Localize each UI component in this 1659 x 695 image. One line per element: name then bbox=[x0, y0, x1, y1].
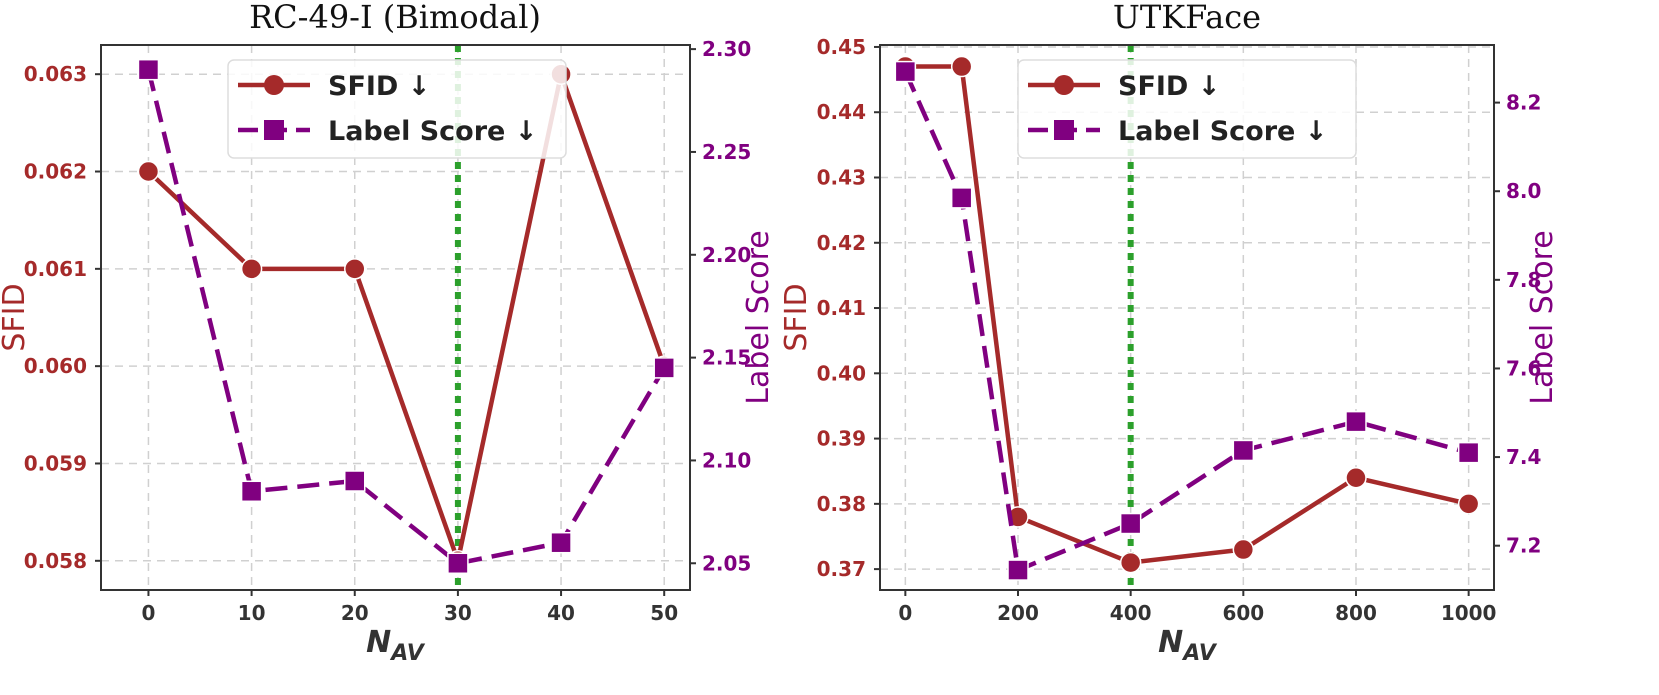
label-score-point bbox=[137, 58, 160, 81]
right-y-tick-label: 8.0 bbox=[1506, 179, 1541, 203]
left-y-tick-label: 0.41 bbox=[817, 296, 866, 320]
right-y-tick-label: 2.25 bbox=[702, 140, 751, 164]
sfid-point bbox=[1345, 466, 1367, 489]
x-tick-label: 600 bbox=[1222, 601, 1264, 625]
label-score-point bbox=[653, 357, 675, 379]
x-tick-label: 0 bbox=[141, 601, 155, 625]
label-score-point bbox=[1007, 559, 1029, 581]
legend-box bbox=[1017, 59, 1357, 159]
chart-panel-1: 0 10 20 30 40 50 0.058 0.059 0.060 0.061 0.062 0.06… bbox=[0, 0, 776, 666]
legend: SFID ↓ Label Score ↓ bbox=[227, 59, 567, 159]
left-y-tick-label: 0.062 bbox=[24, 160, 87, 184]
left-y-tick-label: 0.061 bbox=[24, 257, 87, 281]
left-y-tick-label: 0.44 bbox=[817, 100, 866, 124]
legend-label-sfid: SFID ↓ bbox=[328, 71, 430, 102]
label-score-point bbox=[894, 60, 917, 83]
legend-box bbox=[227, 59, 567, 159]
label-score-point bbox=[1345, 410, 1367, 433]
sfid-point bbox=[137, 160, 160, 183]
sfid-point bbox=[1232, 538, 1255, 561]
x-axis-label: NAV bbox=[366, 625, 426, 666]
left-y-tick-label: 0.40 bbox=[817, 361, 866, 385]
label-score-series-line bbox=[146, 69, 667, 566]
chart-panel-2: 0 200 400 600 800 1000 0.37 0.38 0.39 0.40 0.41 0.4… bbox=[779, 0, 1560, 666]
left-y-tick-label: 0.060 bbox=[24, 354, 87, 378]
label-score-point bbox=[344, 470, 366, 492]
x-tick-label: 800 bbox=[1335, 601, 1377, 625]
legend-swatch-marker bbox=[264, 75, 284, 95]
right-y-tick-label: 7.6 bbox=[1506, 356, 1541, 380]
left-y-axis-label: SFID bbox=[779, 283, 814, 351]
left-y-tick-label: 0.063 bbox=[24, 62, 87, 86]
right-y-tick-label: 8.2 bbox=[1506, 91, 1541, 115]
right-y-tick-label: 2.05 bbox=[702, 551, 751, 575]
axes-frame bbox=[100, 44, 691, 591]
x-tick-label: 1000 bbox=[1441, 601, 1497, 625]
right-y-tick-label: 7.2 bbox=[1506, 534, 1541, 558]
x-axis-label-main: N bbox=[1158, 625, 1183, 660]
x-tick-label: 30 bbox=[444, 601, 472, 625]
right-y-axis-label: Label Score bbox=[1525, 230, 1560, 405]
left-y-tick-label: 0.058 bbox=[24, 549, 87, 573]
right-y-tick-label: 2.20 bbox=[702, 243, 751, 267]
left-y-tick-label: 0.43 bbox=[817, 165, 866, 189]
label-score-point bbox=[950, 187, 973, 209]
label-score-point bbox=[1119, 512, 1142, 535]
x-axis-label-sub: AV bbox=[389, 641, 426, 666]
x-tick-label: 400 bbox=[1110, 601, 1152, 625]
axes-frame bbox=[879, 44, 1495, 591]
label-score-point bbox=[1232, 439, 1255, 462]
legend: SFID ↓ Label Score ↓ bbox=[1017, 59, 1357, 159]
chart-title: UTKFace bbox=[1113, 0, 1261, 36]
sfid-point bbox=[950, 55, 973, 78]
left-y-tick-label: 0.45 bbox=[817, 35, 866, 59]
x-tick-label: 40 bbox=[547, 601, 575, 625]
label-score-point bbox=[240, 480, 263, 503]
x-tick-label: 50 bbox=[650, 601, 678, 625]
left-y-tick-label: 0.42 bbox=[817, 231, 866, 255]
legend-swatch-marker bbox=[264, 120, 284, 140]
legend-swatch-marker bbox=[1054, 120, 1074, 140]
left-y-tick-label: 0.39 bbox=[817, 427, 866, 451]
label-score-point bbox=[1457, 441, 1480, 464]
chart-title: RC-49-I (Bimodal) bbox=[249, 0, 541, 36]
right-y-tick-label: 7.4 bbox=[1506, 445, 1541, 469]
right-y-tick-label: 2.10 bbox=[702, 448, 751, 472]
left-y-tick-label: 0.059 bbox=[24, 451, 87, 475]
right-y-tick-label: 7.8 bbox=[1506, 268, 1541, 292]
legend-label-sfid: SFID ↓ bbox=[1118, 71, 1220, 102]
sfid-point bbox=[1119, 551, 1142, 574]
legend-label-label-score: Label Score ↓ bbox=[328, 116, 537, 147]
label-score-point bbox=[550, 531, 572, 554]
left-y-axis-label: SFID bbox=[0, 283, 32, 351]
right-y-tick-label: 2.30 bbox=[702, 37, 751, 61]
label-score-point bbox=[447, 552, 469, 575]
x-tick-label: 0 bbox=[898, 601, 912, 625]
x-axis-label-main: N bbox=[366, 625, 391, 660]
sfid-point bbox=[240, 258, 263, 280]
sfid-point bbox=[344, 258, 366, 280]
legend-label-label-score: Label Score ↓ bbox=[1118, 116, 1327, 147]
left-y-tick-label: 0.37 bbox=[817, 557, 866, 581]
x-tick-label: 10 bbox=[238, 601, 266, 625]
left-y-tick-label: 0.38 bbox=[817, 492, 866, 516]
sfid-series-line bbox=[146, 71, 667, 564]
legend-swatch-marker bbox=[1054, 75, 1074, 95]
right-y-tick-label: 2.15 bbox=[702, 346, 751, 370]
right-y-axis-label: Label Score bbox=[741, 230, 776, 405]
x-tick-label: 200 bbox=[997, 601, 1039, 625]
sfid-point bbox=[1457, 493, 1480, 515]
x-axis-label-sub: AV bbox=[1181, 641, 1218, 666]
x-axis-label: NAV bbox=[1158, 625, 1218, 666]
x-tick-label: 20 bbox=[341, 601, 369, 625]
